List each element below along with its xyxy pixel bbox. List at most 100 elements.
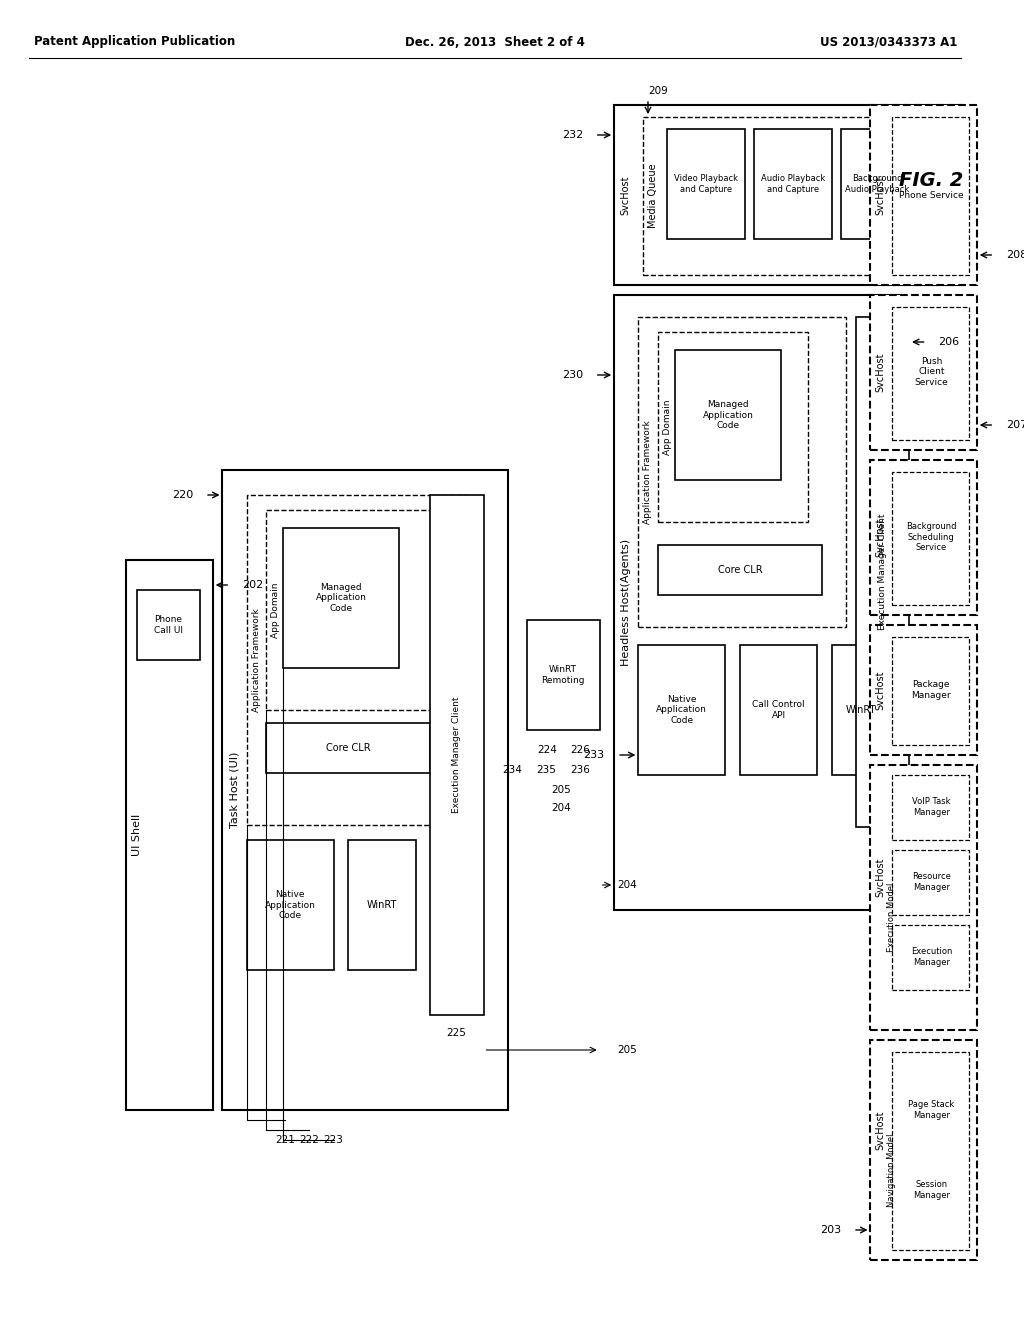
- Text: 223: 223: [324, 1135, 344, 1144]
- Bar: [870, 294, 977, 450]
- Text: Execution Manager Client: Execution Manager Client: [878, 513, 887, 630]
- Text: Patent Application Publication: Patent Application Publication: [34, 36, 236, 49]
- Text: UI Shell: UI Shell: [132, 814, 142, 857]
- Text: SvcHost: SvcHost: [876, 857, 885, 896]
- Text: Page Stack
Manager: Page Stack Manager: [908, 1101, 954, 1119]
- Bar: [126, 560, 213, 1110]
- Text: Background
Scheduling
Service: Background Scheduling Service: [906, 523, 956, 552]
- Bar: [892, 117, 969, 275]
- Text: 203: 203: [820, 1225, 842, 1236]
- Text: Audio Playback
and Capture: Audio Playback and Capture: [761, 174, 825, 194]
- Text: Headless Host(Agents): Headless Host(Agents): [621, 539, 631, 665]
- Text: 206: 206: [938, 337, 959, 347]
- Bar: [870, 624, 977, 755]
- Text: WinRT: WinRT: [367, 900, 397, 909]
- Text: 233: 233: [584, 750, 604, 760]
- Bar: [870, 106, 977, 285]
- Text: Resource
Manager: Resource Manager: [912, 873, 951, 892]
- Bar: [247, 495, 469, 825]
- Text: Native
Application
Code: Native Application Code: [656, 696, 708, 725]
- Bar: [657, 545, 822, 595]
- Text: 222: 222: [300, 1135, 319, 1144]
- Text: 226: 226: [570, 744, 591, 755]
- Text: Push
Client
Service: Push Client Service: [914, 358, 948, 387]
- Text: WinRT
Remoting: WinRT Remoting: [541, 665, 585, 685]
- Text: Background
Audio Playback: Background Audio Playback: [845, 174, 909, 194]
- Text: US 2013/0343373 A1: US 2013/0343373 A1: [820, 36, 957, 49]
- Text: Core CLR: Core CLR: [718, 565, 762, 576]
- Bar: [892, 775, 969, 840]
- Text: Navigation Model: Navigation Model: [887, 1134, 896, 1206]
- Text: 207: 207: [1006, 420, 1024, 430]
- Bar: [668, 129, 744, 239]
- Bar: [266, 723, 430, 774]
- Text: 209: 209: [648, 86, 668, 96]
- Bar: [137, 590, 201, 660]
- Bar: [892, 308, 969, 440]
- Text: Application Framework: Application Framework: [252, 609, 261, 711]
- Text: 225: 225: [446, 1028, 466, 1038]
- Bar: [657, 333, 808, 521]
- Text: 236: 236: [570, 766, 590, 775]
- Text: Package
Manager: Package Manager: [911, 680, 951, 700]
- Text: 204: 204: [551, 803, 570, 813]
- Bar: [856, 317, 909, 828]
- Bar: [643, 117, 952, 275]
- Bar: [842, 129, 914, 239]
- Text: Video Playback
and Capture: Video Playback and Capture: [674, 174, 738, 194]
- Text: 205: 205: [551, 785, 570, 795]
- Text: 208: 208: [1006, 249, 1024, 260]
- Text: FIG. 2: FIG. 2: [899, 170, 964, 190]
- Bar: [266, 510, 430, 710]
- Bar: [638, 317, 846, 627]
- Text: Execution Manager Client: Execution Manager Client: [452, 697, 461, 813]
- Text: SvcHost: SvcHost: [876, 176, 885, 215]
- Text: SvcHost: SvcHost: [876, 517, 885, 557]
- Bar: [831, 645, 890, 775]
- Text: 204: 204: [617, 880, 637, 890]
- Text: 230: 230: [562, 370, 584, 380]
- Bar: [527, 620, 600, 730]
- Text: Execution
Manager: Execution Manager: [910, 948, 952, 966]
- Text: 234: 234: [503, 766, 522, 775]
- Text: Phone Service: Phone Service: [899, 190, 964, 199]
- Bar: [614, 294, 899, 909]
- Text: WinRT: WinRT: [846, 705, 876, 715]
- Text: SvcHost: SvcHost: [876, 671, 885, 710]
- Text: Application Framework: Application Framework: [643, 420, 652, 524]
- Bar: [892, 473, 969, 605]
- Text: 232: 232: [562, 129, 584, 140]
- Text: App Domain: App Domain: [271, 582, 281, 638]
- Bar: [638, 645, 725, 775]
- Bar: [675, 350, 781, 480]
- Bar: [284, 528, 399, 668]
- Text: VoIP Task
Manager: VoIP Task Manager: [912, 797, 950, 817]
- Text: Call Control
API: Call Control API: [753, 701, 805, 719]
- Text: Core CLR: Core CLR: [326, 743, 371, 752]
- Bar: [892, 925, 969, 990]
- Bar: [892, 850, 969, 915]
- Bar: [870, 459, 977, 615]
- Text: Phone
Call UI: Phone Call UI: [154, 615, 182, 635]
- Bar: [740, 645, 817, 775]
- Text: 220: 220: [172, 490, 194, 500]
- Text: Managed
Application
Code: Managed Application Code: [316, 583, 367, 612]
- Text: Task Host (UI): Task Host (UI): [229, 752, 239, 828]
- Text: 221: 221: [275, 1135, 295, 1144]
- Text: Dec. 26, 2013  Sheet 2 of 4: Dec. 26, 2013 Sheet 2 of 4: [406, 36, 585, 49]
- Text: Media Queue: Media Queue: [648, 164, 657, 228]
- Bar: [614, 106, 963, 285]
- Text: SvcHost: SvcHost: [876, 352, 885, 392]
- Text: Managed
Application
Code: Managed Application Code: [702, 400, 754, 430]
- Text: Execution Model: Execution Model: [887, 882, 896, 952]
- Bar: [870, 1040, 977, 1261]
- Bar: [247, 840, 334, 970]
- Text: SvcHost: SvcHost: [621, 176, 631, 215]
- Bar: [222, 470, 508, 1110]
- Text: 224: 224: [537, 744, 557, 755]
- Bar: [348, 840, 416, 970]
- Text: 202: 202: [242, 579, 263, 590]
- Text: 205: 205: [617, 1045, 637, 1055]
- Bar: [430, 495, 483, 1015]
- Text: SvcHost: SvcHost: [876, 1110, 885, 1150]
